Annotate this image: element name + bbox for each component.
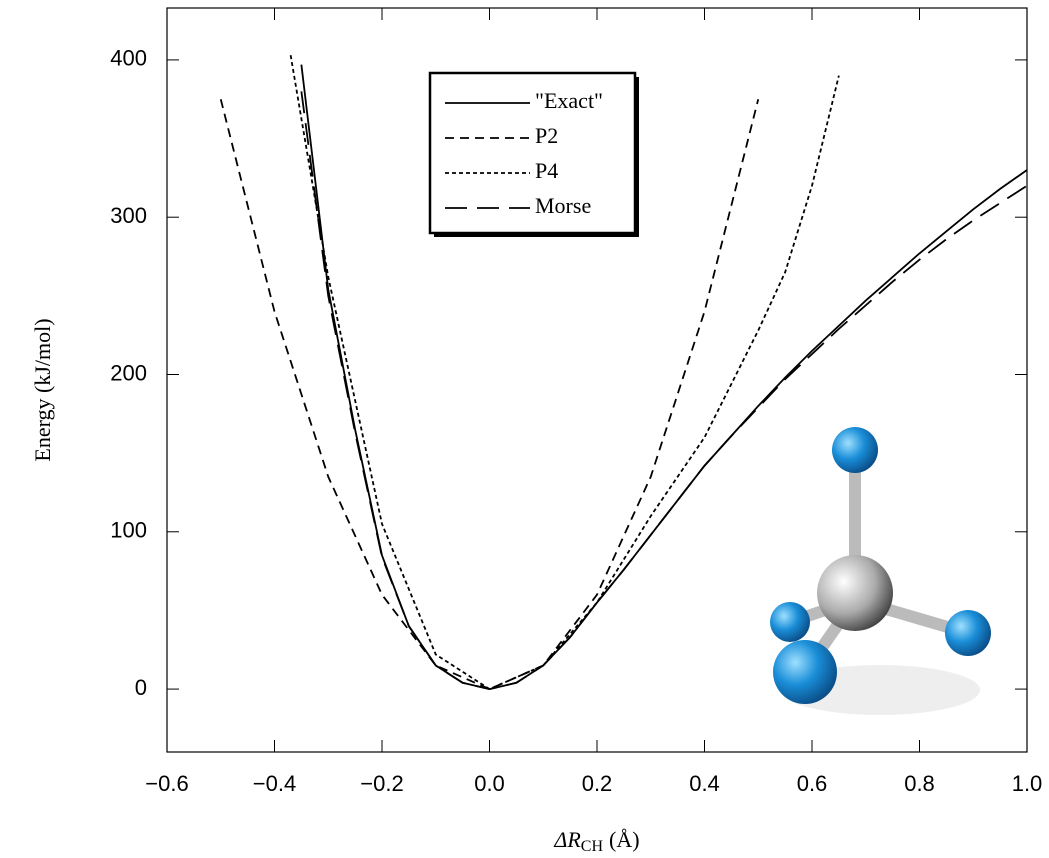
y-tick-label: 100 [110, 518, 147, 543]
x-tick-label: 0.6 [797, 771, 828, 796]
x-tick-label: 0.2 [582, 771, 613, 796]
legend-label: "Exact" [535, 88, 603, 113]
series-line [300, 64, 1028, 691]
series-line [289, 55, 840, 691]
legend-label: P2 [535, 123, 558, 148]
x-tick-label: −0.2 [360, 771, 403, 796]
x-tick-label: 0.0 [474, 771, 505, 796]
molecule-illustration [770, 427, 991, 715]
legend-box [428, 71, 637, 235]
y-axis-label: Energy (kJ/mol) [30, 318, 55, 461]
x-axis-label: ΔRCH (Å) [553, 827, 639, 855]
y-tick-label: 200 [110, 360, 147, 385]
x-tick-label: 0.4 [689, 771, 720, 796]
series-line [300, 91, 1028, 691]
y-tick-label: 400 [110, 46, 147, 71]
y-tick-label: 300 [110, 203, 147, 228]
x-tick-label: −0.6 [145, 771, 188, 796]
x-label-unit: (Å) [609, 827, 640, 852]
x-label-sub: CH [581, 838, 604, 855]
series-line [219, 99, 760, 691]
y-tick-label: 0 [135, 675, 147, 700]
x-label-main: ΔR [553, 827, 581, 852]
x-tick-label: −0.4 [253, 771, 296, 796]
x-tick-label: 0.8 [904, 771, 935, 796]
x-tick-label: 1.0 [1012, 771, 1043, 796]
legend-label: P4 [535, 158, 558, 183]
legend-label: Morse [535, 193, 591, 218]
